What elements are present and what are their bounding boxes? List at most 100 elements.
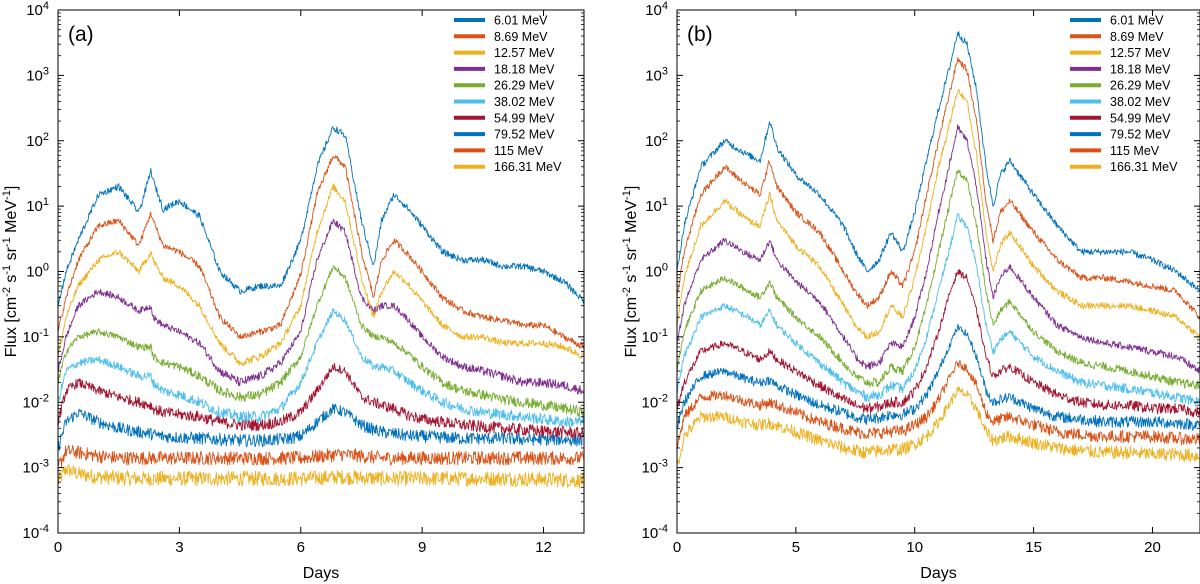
legend: 6.01 MeV 8.69 MeV 12.57 MeV 18.18 MeV 26.29 … [454, 14, 562, 174]
y-axis-label-part: s [3, 275, 20, 287]
legend-label: 38.02 MeV [1110, 95, 1171, 109]
y-tick-label: 102 [26, 131, 49, 150]
legend-label: 79.52 MeV [494, 128, 555, 142]
y-tick-label: 103 [26, 65, 49, 84]
series-group [58, 126, 584, 489]
y-axis-label-superscript: -1 [621, 190, 633, 200]
x-tick-label: 15 [1025, 539, 1042, 556]
legend-label: 12.57 MeV [1110, 46, 1171, 60]
legend-label: 18.18 MeV [1110, 62, 1171, 76]
legend-label: 166.31 MeV [1110, 160, 1178, 174]
legend-label: 18.18 MeV [494, 62, 555, 76]
y-tick-base: 10 [26, 198, 43, 215]
series-line-54-99-mev [58, 362, 584, 440]
y-tick-label: 10-2 [642, 392, 668, 411]
y-tick-base: 10 [645, 198, 662, 215]
y-axis-label: Flux [cm-2 s-1 sr-1 MeV-1] [1, 186, 20, 358]
y-axis-label-part: s [623, 275, 640, 287]
y-axis-label-superscript: -1 [1, 237, 13, 247]
y-tick-base: 10 [26, 2, 43, 19]
y-tick-label: 104 [645, 0, 668, 19]
legend-label: 115 MeV [494, 144, 544, 158]
series-line-38-02-mev [677, 212, 1200, 408]
y-tick-label: 10-2 [23, 392, 49, 411]
series-line-8-69-mev [58, 155, 584, 349]
y-tick-exponent: 4 [662, 0, 668, 12]
x-axis-label: Days [920, 565, 956, 582]
y-tick-label: 10-1 [23, 327, 49, 346]
legend-label: 54.99 MeV [1110, 111, 1171, 125]
y-tick-label: 10-3 [23, 458, 49, 477]
y-tick-label: 100 [26, 262, 49, 281]
x-tick-label: 20 [1144, 539, 1161, 556]
series-line-79-52-mev [677, 324, 1200, 431]
y-axis-label-superscript: -2 [1, 287, 13, 297]
panel-label: (a) [68, 23, 94, 46]
series-line-38-02-mev [58, 308, 584, 428]
x-tick-label: 10 [906, 539, 923, 556]
legend-label: 166.31 MeV [494, 160, 562, 174]
legend: 6.01 MeV 8.69 MeV 12.57 MeV 18.18 MeV 26.29 … [1070, 14, 1178, 174]
series-line-115-mev [58, 444, 584, 468]
y-axis-label-part: MeV [623, 200, 640, 238]
legend-label: 26.29 MeV [494, 79, 555, 93]
y-tick-base: 10 [26, 133, 43, 150]
legend-label: 8.69 MeV [1110, 30, 1164, 44]
y-tick-base: 10 [26, 67, 43, 84]
series-line-6-01-mev [677, 31, 1200, 291]
y-tick-base: 10 [23, 394, 40, 411]
y-axis-label-part: Flux [cm [3, 297, 20, 357]
y-tick-exponent: 2 [43, 131, 49, 143]
y-tick-base: 10 [645, 2, 662, 19]
y-tick-base: 10 [645, 264, 662, 281]
y-axis-label: Flux [cm-2 s-1 sr-1 MeV-1] [621, 186, 640, 358]
y-tick-exponent: -2 [39, 392, 49, 404]
y-tick-exponent: -2 [658, 392, 668, 404]
y-axis-label-superscript: -1 [621, 265, 633, 275]
y-tick-base: 10 [26, 264, 43, 281]
series-line-79-52-mev [58, 403, 584, 451]
y-tick-exponent: -1 [39, 327, 49, 339]
y-axis-label-superscript: -1 [621, 237, 633, 247]
x-tick-label: 12 [535, 539, 552, 556]
legend-label: 12.57 MeV [494, 46, 555, 60]
y-tick-label: 102 [645, 131, 668, 150]
y-tick-exponent: 1 [43, 196, 49, 208]
y-tick-exponent: 4 [43, 0, 49, 12]
y-tick-exponent: 0 [662, 262, 668, 274]
legend-label: 38.02 MeV [494, 95, 555, 109]
y-tick-exponent: -3 [658, 458, 668, 470]
y-tick-exponent: -1 [658, 327, 668, 339]
series-line-12-57-mev [58, 183, 584, 367]
y-axis-label-part: MeV [3, 200, 20, 238]
y-axis-label-part: Flux [cm [623, 297, 640, 357]
series-line-6-01-mev [58, 126, 584, 305]
series-group [677, 31, 1200, 465]
x-axis-label: Days [303, 565, 339, 582]
y-axis-label-superscript: -1 [1, 265, 13, 275]
x-tick-label: 9 [418, 539, 426, 556]
y-tick-label: 100 [645, 262, 668, 281]
y-tick-base: 10 [23, 525, 40, 542]
y-tick-base: 10 [23, 329, 40, 346]
y-tick-label: 101 [26, 196, 49, 215]
series-line-8-69-mev [677, 57, 1200, 320]
x-tick-label: 0 [673, 539, 681, 556]
y-tick-exponent: -4 [658, 523, 668, 535]
y-tick-exponent: 3 [662, 65, 668, 77]
y-tick-exponent: 0 [43, 262, 49, 274]
series-line-54-99-mev [677, 269, 1200, 417]
x-tick-label: 3 [175, 539, 183, 556]
y-tick-label: 103 [645, 65, 668, 84]
y-tick-exponent: -4 [39, 523, 49, 535]
series-line-26-29-mev [677, 169, 1200, 390]
series-line-166-31-mev [58, 464, 584, 489]
y-tick-label: 101 [645, 196, 668, 215]
y-tick-base: 10 [642, 394, 659, 411]
legend-label: 54.99 MeV [494, 111, 555, 125]
x-tick-label: 5 [792, 539, 800, 556]
y-axis-label-part: sr [3, 246, 20, 264]
